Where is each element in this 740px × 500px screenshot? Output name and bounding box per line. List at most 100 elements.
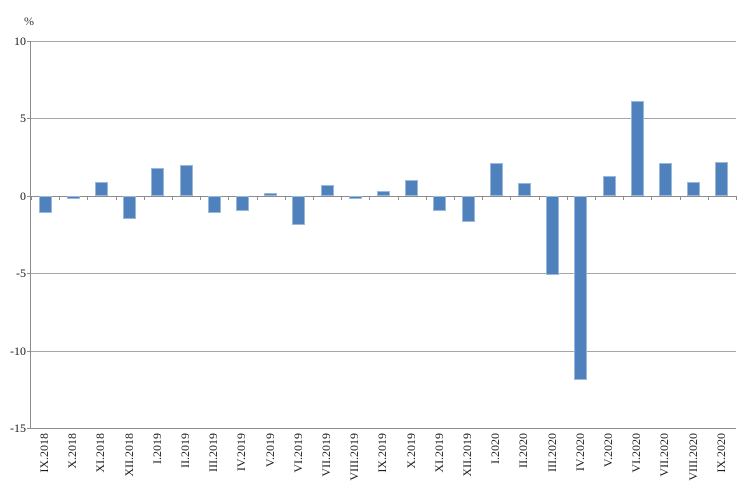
bar [151, 167, 165, 196]
category-axis-tick [284, 195, 286, 200]
x-axis-label-cell: III.2019 [199, 433, 227, 499]
bar [95, 181, 108, 196]
bar [264, 192, 278, 196]
y-axis-tick-label: -5 [16, 266, 26, 281]
category-axis-tick [256, 195, 258, 200]
x-axis-label: IX.2019 [375, 433, 390, 473]
x-axis-label-cell: X.2019 [397, 433, 425, 499]
x-axis-label: VIII.2020 [685, 433, 700, 481]
x-axis-label: XI.2018 [93, 433, 108, 473]
category-axis-tick [623, 195, 625, 200]
y-axis-unit-label: % [24, 14, 34, 28]
y-axis-tick-label: -10 [10, 343, 26, 358]
x-axis-label: IX.2018 [37, 433, 52, 473]
x-axis-label: XII.2018 [121, 433, 136, 477]
bar [602, 175, 616, 196]
x-axis-label-cell: VII.2019 [312, 433, 340, 499]
bar [405, 180, 419, 196]
category-axis-tick [510, 195, 512, 200]
category-axis-tick [397, 195, 399, 200]
x-axis-label: X.2018 [65, 433, 80, 469]
bar [518, 183, 531, 196]
x-axis-label-cell: VIII.2020 [679, 433, 707, 499]
x-axis-label-cell: I.2019 [143, 433, 171, 499]
category-axis-tick [707, 195, 709, 200]
x-axis-label-cell: IX.2018 [30, 433, 58, 499]
category-axis-tick [369, 195, 371, 200]
bar [433, 195, 447, 212]
y-axis-tick [27, 428, 31, 429]
x-axis-label-cell: I.2020 [481, 433, 509, 499]
x-axis-label: V.2019 [262, 433, 277, 468]
x-axis-label: IV.2019 [234, 433, 249, 472]
x-axis-labels: IX.2018 X.2018 XI.2018 XII.2018 I.2019 II.201… [30, 433, 735, 499]
x-axis-label: II.2019 [178, 433, 193, 468]
category-axis-tick [651, 195, 653, 200]
x-axis-label-cell: IV.2020 [566, 433, 594, 499]
plot-area [27, 41, 737, 429]
x-axis-label-cell: XII.2019 [453, 433, 481, 499]
bar [320, 184, 334, 196]
category-axis-tick [341, 195, 343, 200]
category-axis-tick [200, 195, 202, 200]
y-axis-tick-label: 0 [20, 188, 26, 203]
category-axis-tick [482, 195, 484, 200]
x-axis-label: X.2019 [403, 433, 418, 469]
category-axis-tick [31, 195, 32, 200]
x-axis-label: XII.2019 [460, 433, 475, 477]
y-axis-tick-label: 5 [20, 111, 26, 126]
x-axis-label: I.2020 [488, 433, 503, 464]
y-axis-tick-label: -15 [10, 421, 26, 435]
category-axis-tick [115, 195, 117, 200]
bar [574, 195, 588, 380]
x-axis-label-cell: IV.2019 [227, 433, 255, 499]
x-axis-label-cell: III.2020 [538, 433, 566, 499]
x-axis-label-cell: VIII.2019 [340, 433, 368, 499]
bar [207, 195, 221, 213]
bar [292, 195, 306, 226]
bar [630, 101, 644, 196]
bar [236, 195, 249, 212]
bar [687, 181, 701, 196]
bar [123, 195, 137, 220]
x-axis-label: III.2019 [206, 433, 221, 472]
x-axis-label: VII.2020 [657, 433, 672, 477]
x-axis-label: VI.2019 [290, 433, 305, 473]
bar [659, 163, 672, 196]
gridline-10 [31, 41, 736, 42]
x-axis-label-cell: IX.2019 [368, 433, 396, 499]
x-axis-label: VII.2019 [319, 433, 334, 477]
category-axis-tick [313, 195, 314, 200]
x-axis-label-cell: X.2018 [58, 433, 86, 499]
gridline--15 [31, 428, 736, 429]
x-axis-label-cell: IX.2020 [707, 433, 735, 499]
bar [38, 195, 52, 213]
zero-axis-line [31, 195, 736, 197]
x-axis-label: I.2019 [149, 433, 164, 464]
gridline--10 [31, 350, 736, 352]
gridline--5 [31, 273, 736, 275]
y-axis-tick [27, 41, 31, 42]
x-axis-label: VI.2020 [629, 433, 644, 473]
category-axis-tick [228, 195, 230, 200]
y-axis-tick [27, 195, 31, 197]
y-axis-tick-label: 10 [14, 34, 26, 48]
x-axis-label: XI.2019 [431, 433, 446, 473]
x-axis-label-cell: XI.2019 [425, 433, 453, 499]
category-axis-tick [736, 195, 737, 200]
category-axis-tick [454, 195, 455, 200]
x-axis-label: IV.2020 [572, 433, 587, 472]
category-axis-tick [595, 195, 596, 200]
bar [377, 191, 390, 196]
x-axis-label: II.2020 [516, 433, 531, 468]
x-axis-label-cell: VII.2020 [650, 433, 678, 499]
x-axis-label-cell: II.2019 [171, 433, 199, 499]
x-axis-label: V.2020 [601, 433, 616, 468]
y-axis-tick [27, 350, 31, 352]
bar [715, 161, 729, 196]
x-axis-label-cell: V.2020 [594, 433, 622, 499]
x-axis-label: IX.2020 [713, 433, 728, 473]
x-axis-label-cell: II.2020 [509, 433, 537, 499]
bar [489, 163, 503, 196]
